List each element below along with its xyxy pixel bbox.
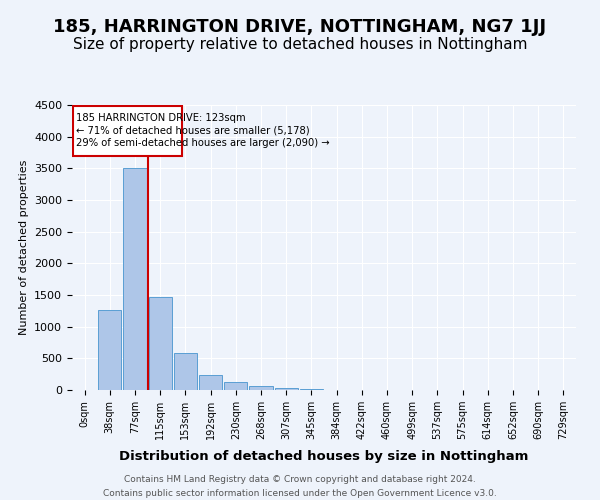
Bar xyxy=(275,388,298,390)
Bar xyxy=(224,382,247,390)
Text: ← 71% of detached houses are smaller (5,178): ← 71% of detached houses are smaller (5,… xyxy=(76,126,310,136)
Text: Size of property relative to detached houses in Nottingham: Size of property relative to detached ho… xyxy=(73,38,527,52)
Bar xyxy=(199,376,222,390)
FancyBboxPatch shape xyxy=(73,106,182,156)
Bar xyxy=(174,354,197,390)
Text: Contains HM Land Registry data © Crown copyright and database right 2024.: Contains HM Land Registry data © Crown c… xyxy=(124,475,476,484)
Text: 185, HARRINGTON DRIVE, NOTTINGHAM, NG7 1JJ: 185, HARRINGTON DRIVE, NOTTINGHAM, NG7 1… xyxy=(53,18,547,36)
Bar xyxy=(149,297,172,390)
Bar xyxy=(250,386,272,390)
Bar xyxy=(98,310,121,390)
Text: Contains public sector information licensed under the Open Government Licence v3: Contains public sector information licen… xyxy=(103,489,497,498)
X-axis label: Distribution of detached houses by size in Nottingham: Distribution of detached houses by size … xyxy=(119,450,529,464)
Bar xyxy=(124,168,146,390)
Text: 185 HARRINGTON DRIVE: 123sqm: 185 HARRINGTON DRIVE: 123sqm xyxy=(76,112,246,122)
Y-axis label: Number of detached properties: Number of detached properties xyxy=(19,160,29,335)
Text: 29% of semi-detached houses are larger (2,090) →: 29% of semi-detached houses are larger (… xyxy=(76,138,330,148)
